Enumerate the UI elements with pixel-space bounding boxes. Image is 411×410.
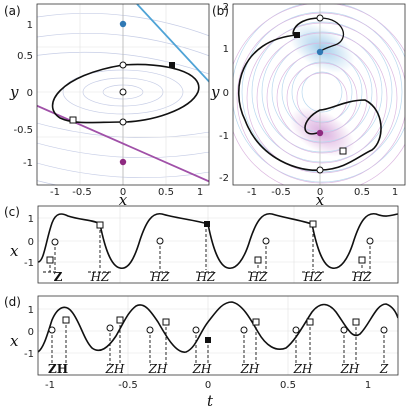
annotation: ZH: [105, 362, 125, 376]
y-tick: 0.5: [17, 51, 33, 62]
open-circle: [316, 166, 324, 174]
y-tick: -1: [24, 258, 34, 269]
open-circle: [119, 118, 127, 126]
limit-cycle: [51, 63, 200, 124]
y-tick: 1: [28, 214, 34, 225]
y-tick: -2: [219, 173, 229, 184]
annotation: ZH: [148, 362, 168, 376]
x-axis-label-a: x: [119, 191, 128, 209]
x-tick: 1: [392, 187, 398, 198]
annotation: HZ: [150, 270, 170, 284]
y-tick: -1: [24, 349, 34, 360]
panel-c-frame: [37, 205, 399, 284]
y-tick: 0: [28, 327, 34, 338]
y-tick: -0.5: [13, 125, 33, 136]
y-tick: -1: [23, 158, 33, 169]
panel-label-b: (b): [212, 4, 229, 18]
panel-b-flow-lines: [233, 4, 405, 185]
fixed-point-bottom: [316, 129, 324, 137]
x-tick: 0: [205, 380, 211, 391]
annotation: ZH: [192, 362, 212, 376]
x-tick: 0.5: [354, 187, 370, 198]
x-axis-label-d: t: [207, 392, 214, 410]
annotation: HZ: [196, 270, 216, 284]
panel-label-d: (d): [4, 295, 21, 309]
x-tick: 0: [120, 187, 126, 198]
filled-square: [169, 62, 175, 68]
waveform-c: [38, 213, 398, 269]
annotation: ZH: [48, 362, 68, 376]
annotation: Z: [54, 270, 63, 284]
y-tick: 0: [28, 237, 34, 248]
trajectory: [237, 17, 382, 171]
y-axis-label-b: y: [210, 83, 220, 101]
y-tick: 0: [223, 88, 229, 99]
waveform-d: [38, 301, 398, 353]
open-square: [339, 147, 347, 155]
panel-d: (d) x t 1 0 -1 -1 -0.5 0 0.5 1 ZH ZH ZH …: [4, 295, 399, 410]
panel-label-c: (c): [4, 205, 20, 219]
annotation: HZ: [90, 270, 110, 284]
x-tick: -0.5: [118, 380, 138, 391]
y-axis-label-c: x: [10, 242, 19, 260]
panel-a: (a) y x -1 -0.5 0 0.5 1 1 0.5 0 -0.5 -1: [4, 3, 210, 209]
x-tick: 1: [197, 187, 203, 198]
y-tick: 1: [28, 305, 34, 316]
annotation: HZ: [248, 270, 268, 284]
x-tick: -1: [247, 187, 257, 198]
panel-c: (c) x 1 0 -1 Z HZ HZ HZ HZ HZ HZ: [4, 205, 399, 284]
y-axis-label-d: x: [10, 332, 19, 350]
x-tick: 0.5: [158, 187, 174, 198]
panel-b-frame: [232, 3, 406, 186]
annotation: ZH: [240, 362, 260, 376]
x-tick: -0.5: [271, 187, 291, 198]
annotation: Z: [379, 362, 389, 376]
panel-d-frame: [37, 295, 399, 376]
open-square: [69, 116, 77, 124]
panel-b: (b) y x -1 -0.5 0 0.5 1 2 1 0 -1 -2: [210, 2, 406, 209]
x-tick: 0.5: [280, 380, 296, 391]
x-tick: -1: [50, 187, 60, 198]
panel-a-frame: [36, 3, 210, 186]
annotation: ZH: [340, 362, 360, 376]
annotation: ZH: [293, 362, 313, 376]
open-circle: [316, 14, 324, 22]
blue-line: [136, 4, 209, 83]
panel-label-a: (a): [4, 4, 21, 18]
fixed-point-bottom: [119, 158, 127, 166]
open-circle: [119, 61, 127, 69]
x-axis-label-b: x: [316, 191, 325, 209]
filled-square: [294, 32, 300, 38]
purple-line: [37, 104, 209, 183]
y-tick: 1: [27, 20, 33, 31]
x-tick: -1: [45, 380, 55, 391]
y-axis-label-a: y: [9, 83, 19, 101]
y-tick: 0: [27, 88, 33, 99]
open-circle: [119, 88, 127, 96]
x-tick: 0: [317, 187, 323, 198]
x-tick: -0.5: [72, 187, 92, 198]
annotation: HZ: [352, 270, 372, 284]
y-tick: 1: [223, 44, 229, 55]
fixed-point-top: [316, 48, 324, 56]
fixed-point-top: [119, 20, 127, 28]
annotation: HZ: [303, 270, 323, 284]
y-tick: 2: [223, 2, 229, 13]
y-tick: -1: [219, 131, 229, 142]
x-tick: 1: [365, 380, 371, 391]
panel-a-flow-lines: [37, 4, 209, 185]
